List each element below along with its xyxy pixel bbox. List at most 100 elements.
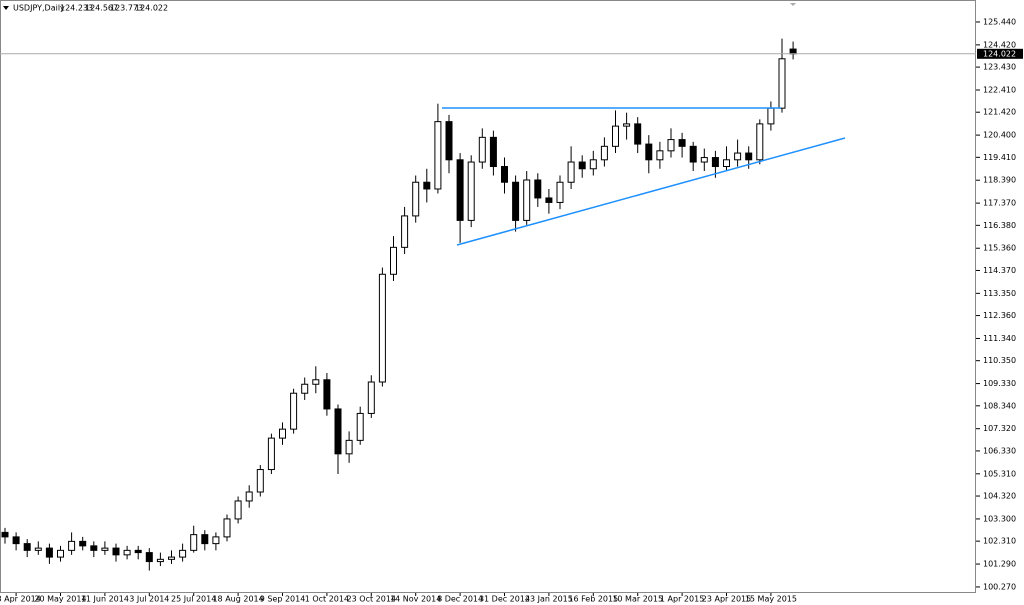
x-tick-label: 11 Jun 2014 [81,595,129,604]
candle-body [478,136,486,163]
x-tick-label: 9 Sep 2014 [260,595,306,604]
y-tick-label: 121.420 [983,108,1016,117]
candle-body [767,107,775,125]
candle-body [567,161,575,183]
x-tick-label: 31 Dec 2014 [479,595,530,604]
y-tick-label: 117.370 [983,199,1016,208]
y-tick-label: 120.400 [983,131,1016,140]
plot-frame [0,0,976,593]
candle-body [434,121,442,190]
candle-body [212,536,220,545]
candle-body [656,150,664,161]
y-tick-label: 113.350 [983,289,1016,298]
candle-body [534,179,542,199]
x-tick-label: 3 Jul 2014 [129,595,169,604]
ohlc-close: 124.022 [135,4,168,13]
x-tick-label: 14 Nov 2014 [390,595,441,604]
candle-body [223,518,231,538]
candle-body [1,531,9,538]
y-tick-label: 125.440 [983,17,1016,26]
ohlc-low: 123.773 [110,4,143,13]
x-tick-label: 8 Dec 2014 [437,595,483,604]
candle-body [578,161,586,170]
candle-body [12,536,20,545]
candle-body [390,246,397,275]
candle-body [234,500,242,520]
candle-body [101,547,109,551]
candle-body [556,181,564,203]
candle-body [600,145,608,161]
candle-body [689,145,697,163]
x-tick-label: 15 May 2015 [745,595,797,604]
candle-body [68,540,76,551]
candle-body [645,143,653,161]
candle-body [45,547,53,558]
candle-body [678,139,686,147]
menu-arrow[interactable] [3,6,9,10]
candle-body [57,549,64,558]
x-tick-label: 1 Apr 2015 [660,595,704,604]
x-tick-label: 20 May 2014 [34,595,86,604]
candle-body [312,379,320,385]
shift-marker [790,3,796,6]
y-tick-label: 112.360 [983,311,1016,320]
candle-body [711,157,719,168]
candle-body [34,547,42,551]
y-tick-label: 103.300 [983,514,1016,523]
candle-body [445,121,453,161]
y-tick-label: 105.310 [983,469,1016,478]
y-tick-label: 123.430 [983,63,1016,72]
chart-title: USDJPY,Daily [13,4,65,13]
y-tick-label: 100.270 [983,582,1016,591]
candle-body [789,48,797,55]
candle-body [334,408,342,455]
candle-body [467,161,475,221]
y-tick-label: 114.370 [983,266,1016,275]
candle-body [734,152,742,161]
y-tick-label: 102.310 [983,537,1016,546]
y-tick-label: 109.330 [983,379,1016,388]
y-tick-label: 119.410 [983,153,1016,162]
candle-body [134,549,142,554]
candle-body [378,273,386,383]
candle-body [412,181,420,217]
y-tick-label: 124.420 [983,40,1016,49]
candle-body [301,383,309,394]
candle-body [489,136,497,168]
y-tick-label: 107.320 [983,424,1016,433]
candle-body [279,428,286,439]
y-tick-label: 111.340 [983,334,1016,343]
candle-body [700,157,708,163]
candle-body [423,181,431,190]
candle-body [190,534,198,551]
candle-body [501,166,508,183]
price-tag-label: 124.022 [983,49,1016,58]
candle-body [723,159,730,168]
candle-body [179,549,187,558]
candle-body [589,159,597,170]
x-tick-label: 25 Jul 2014 [171,595,216,604]
y-tick-label: 118.390 [983,176,1016,185]
y-tick-label: 116.380 [983,221,1016,230]
x-tick-label: 10 Mar 2015 [612,595,663,604]
candle-body [356,412,364,441]
ohlc-high: 124.567 [85,4,118,13]
x-tick-label: 1 Oct 2014 [305,595,349,604]
candle-body [778,58,786,109]
candle-body [345,439,353,455]
y-tick-label: 110.350 [983,356,1016,365]
candle-body [290,392,298,430]
ohlc-open: 124.233 [60,4,93,13]
candle-body [745,152,753,161]
x-tick-label: 18 Aug 2014 [212,595,263,604]
y-tick-label: 104.320 [983,492,1016,501]
candle-body [201,534,209,545]
x-tick-label: 23 Jan 2015 [525,595,573,604]
candle-body [145,552,153,563]
support-line [456,137,846,246]
y-tick-label: 106.330 [983,446,1016,455]
candle-body [456,159,464,221]
candle-body [168,556,175,560]
x-tick-label: 23 Apr 2015 [702,595,751,604]
